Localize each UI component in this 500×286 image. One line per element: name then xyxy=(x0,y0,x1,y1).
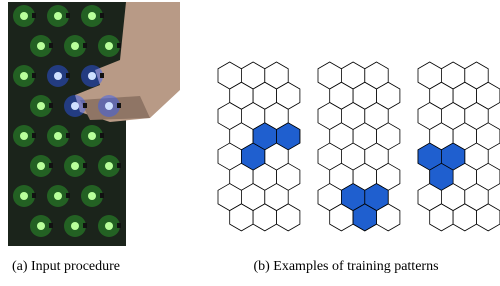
sensor xyxy=(32,193,36,198)
sensor xyxy=(32,133,36,138)
sensor xyxy=(117,103,121,108)
photo xyxy=(8,2,180,246)
sensor xyxy=(83,223,87,228)
led xyxy=(37,222,45,230)
led xyxy=(71,222,79,230)
led xyxy=(37,102,45,110)
led xyxy=(20,12,28,20)
led xyxy=(105,222,113,230)
led xyxy=(88,132,96,140)
sensor xyxy=(66,193,70,198)
led xyxy=(20,132,28,140)
led xyxy=(20,72,28,80)
hex-grids xyxy=(218,62,500,231)
caption-b: (b) Examples of training patterns xyxy=(253,259,438,274)
sensor xyxy=(66,73,70,78)
sensor xyxy=(49,223,53,228)
sensor xyxy=(83,163,87,168)
led xyxy=(54,192,62,200)
sensor xyxy=(117,223,121,228)
led xyxy=(71,42,79,50)
sensor xyxy=(32,73,36,78)
sensor xyxy=(100,13,104,18)
led xyxy=(20,192,28,200)
sensor xyxy=(66,13,70,18)
sensor xyxy=(49,163,53,168)
led xyxy=(71,162,79,170)
sensor xyxy=(49,103,53,108)
led xyxy=(54,72,62,80)
sensor xyxy=(49,43,53,48)
sensor xyxy=(83,43,87,48)
led xyxy=(105,162,113,170)
led xyxy=(37,42,45,50)
led xyxy=(105,102,113,110)
sensor xyxy=(100,73,104,78)
sensor xyxy=(117,43,121,48)
led xyxy=(54,132,62,140)
led xyxy=(54,12,62,20)
sensor xyxy=(32,13,36,18)
figure: (a) Input procedure (b) Examples of trai… xyxy=(0,0,500,286)
sensor xyxy=(100,193,104,198)
sensor xyxy=(83,103,87,108)
led xyxy=(37,162,45,170)
led xyxy=(88,192,96,200)
caption-a: (a) Input procedure xyxy=(12,259,120,274)
sensor xyxy=(117,163,121,168)
led xyxy=(88,72,96,80)
sensor xyxy=(66,133,70,138)
led xyxy=(71,102,79,110)
led xyxy=(88,12,96,20)
sensor xyxy=(100,133,104,138)
led xyxy=(105,42,113,50)
